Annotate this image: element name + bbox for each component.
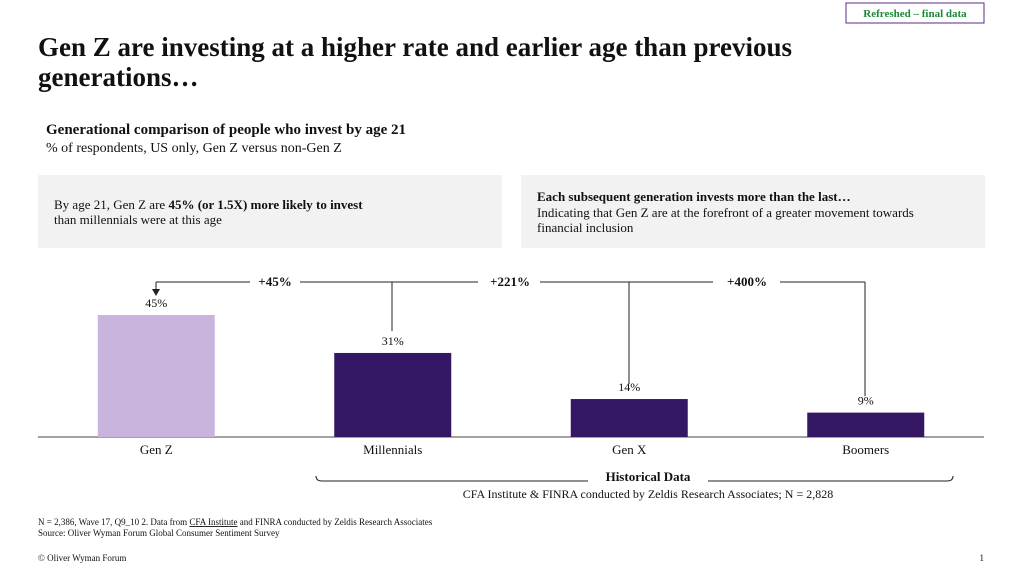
chart-subtitle: % of respondents, US only, Gen Z versus … bbox=[46, 141, 342, 156]
bracket-note: CFA Institute & FINRA conducted by Zeldi… bbox=[463, 487, 834, 501]
value-label: 31% bbox=[382, 334, 404, 348]
annotation: +221% bbox=[490, 274, 530, 289]
value-label: 9% bbox=[858, 394, 874, 408]
x-tick-label: Boomers bbox=[842, 442, 889, 457]
annotation: +45% bbox=[258, 274, 291, 289]
bar bbox=[807, 412, 925, 437]
footnote: N = 2,386, Wave 17, Q9_10 2. Data from C… bbox=[38, 517, 433, 527]
value-label: 14% bbox=[618, 380, 640, 394]
tag-box bbox=[845, 2, 985, 24]
x-tick-label: Gen X bbox=[612, 442, 647, 457]
callout-text: than millennials were at this age bbox=[54, 212, 222, 227]
title: generations… bbox=[38, 62, 198, 92]
bar bbox=[97, 315, 215, 437]
link[interactable]: CFA Institute bbox=[189, 517, 237, 527]
value-label: 45% bbox=[145, 296, 167, 310]
tag: Refreshed – final data bbox=[863, 8, 967, 20]
arrowhead bbox=[152, 289, 160, 296]
text-run: and FINRA conducted by Zeldis Research A… bbox=[238, 517, 433, 527]
callout-text: By age 21, Gen Z are 45% (or 1.5X) more … bbox=[54, 197, 363, 212]
source: Source: Oliver Wyman Forum Global Consum… bbox=[38, 528, 280, 538]
chart-title: Generational comparison of people who in… bbox=[46, 122, 406, 138]
callout-heading: Each subsequent generation invests more … bbox=[537, 189, 851, 204]
callout-box bbox=[521, 175, 985, 248]
bar bbox=[570, 399, 688, 437]
text-run: By age 21, Gen Z are bbox=[54, 197, 168, 212]
bracket-label: Historical Data bbox=[606, 469, 691, 484]
callout-text: financial inclusion bbox=[537, 220, 634, 235]
title: Gen Z are investing at a higher rate and… bbox=[38, 32, 792, 62]
callout-text: Indicating that Gen Z are at the forefro… bbox=[537, 205, 914, 220]
x-tick-label: Millennials bbox=[363, 442, 422, 457]
bar bbox=[334, 352, 452, 437]
page-number: 1 bbox=[980, 553, 985, 563]
text-run: N = 2,386, Wave 17, Q9_10 2. Data from bbox=[38, 517, 189, 527]
x-tick-label: Gen Z bbox=[140, 442, 173, 457]
annotation-lines bbox=[152, 281, 954, 482]
annotation: +400% bbox=[727, 274, 767, 289]
text-run: 45% (or 1.5X) more likely to invest bbox=[168, 197, 363, 212]
callout-box bbox=[38, 175, 502, 248]
copyright: © Oliver Wyman Forum bbox=[38, 553, 126, 563]
bars: Gen Z 45% Millennials 31% Gen X 14% Boomers 9% bbox=[97, 296, 925, 457]
